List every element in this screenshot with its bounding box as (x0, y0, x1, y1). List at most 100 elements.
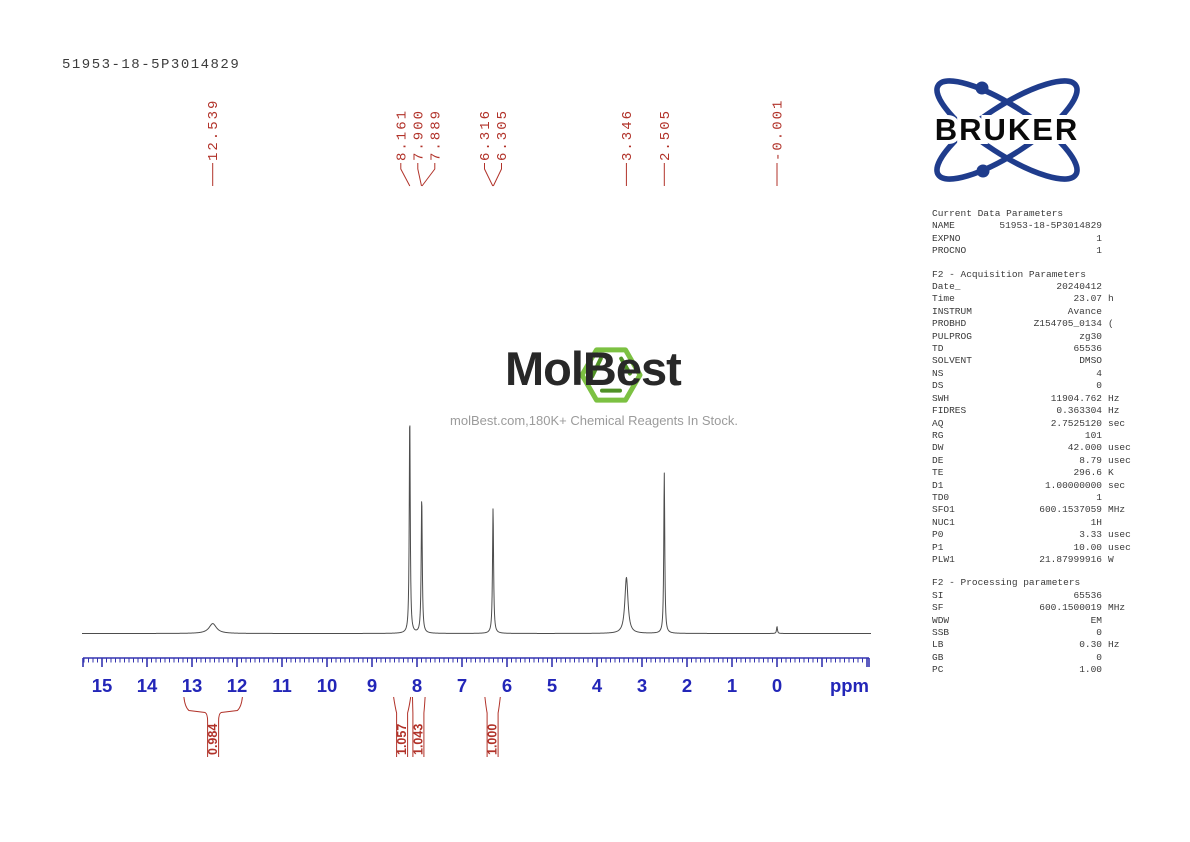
parameter-row: PULPROG zg30 (932, 331, 1144, 343)
parameter-value: 3.33 (1079, 529, 1102, 541)
parameter-label: DE (932, 454, 944, 466)
axis-tick-label: 6 (502, 675, 512, 696)
parameter-section-title: Current Data Parameters (932, 208, 1064, 219)
parameter-row: NAME 51953-18-5P3014829 (932, 220, 1144, 232)
peak-connector-line (417, 163, 422, 187)
parameter-label: P1 (932, 541, 944, 553)
parameter-row: NS 4 (932, 368, 1144, 380)
parameter-row: PROBHD Z154705_0134 ( (932, 318, 1144, 330)
bruker-orbit-dot (976, 164, 990, 178)
parameter-unit: Hz (1108, 392, 1120, 404)
parameter-label: PROCNO (932, 245, 967, 257)
axis-tick-label: 5 (547, 675, 557, 696)
parameter-unit: usec (1108, 442, 1131, 454)
parameter-unit (1102, 343, 1144, 355)
parameter-label: WDW (932, 614, 950, 626)
parameter-row: PROCNO 1 (932, 245, 1144, 257)
integral-value: 1.000 (486, 724, 500, 755)
parameter-label: NAME (932, 220, 955, 232)
parameter-value: 1 (1096, 232, 1102, 244)
parameter-label: TD (932, 343, 944, 355)
molbest-hexagon-icon (579, 347, 643, 403)
integral-bracket (393, 696, 398, 757)
integral-value: 1.057 (395, 724, 409, 755)
axis-tick-label: 15 (92, 675, 113, 696)
axis-tick-label: 0 (772, 675, 782, 696)
parameter-unit (1102, 220, 1144, 232)
parameter-unit (1102, 627, 1144, 639)
integral-bracket (407, 696, 412, 757)
peak-connector-line (492, 163, 502, 187)
benzene-ring-outline (579, 347, 643, 403)
parameter-section: F2 - Processing parameters SI 65536 SF 600.1… (932, 577, 1144, 676)
parameter-label: DW (932, 442, 944, 454)
integral-bracket (218, 696, 243, 757)
molbest-logo-text: MolBest (505, 342, 682, 395)
parameter-label: SI (932, 589, 944, 601)
parameter-value: 10.00 (1073, 541, 1102, 553)
parameter-row: P1 10.00 usec (932, 542, 1144, 554)
parameter-value: 8.79 (1079, 454, 1102, 466)
parameter-unit (1102, 615, 1144, 627)
peak-shift-label: 7.889 (428, 109, 444, 161)
peak-shift-label: 2.505 (658, 109, 674, 161)
parameter-unit: ( (1108, 318, 1114, 330)
parameter-row: SWH 11904.762 Hz (932, 393, 1144, 405)
parameter-unit (1102, 368, 1144, 380)
parameter-unit: MHz (1108, 504, 1126, 516)
parameter-unit: h (1108, 293, 1114, 305)
parameter-value: 4 (1096, 367, 1102, 379)
parameter-unit (1102, 380, 1144, 392)
peak-shift-label: -0.001 (771, 99, 787, 161)
benzene-bond (590, 356, 603, 379)
parameter-value: 600.1537059 (1039, 504, 1102, 516)
peak-shift-label: 8.161 (394, 109, 410, 161)
parameter-label: INSTRUM (932, 305, 972, 317)
parameters-panel: Current Data Parameters NAME 51953-18-5P30… (932, 208, 1144, 688)
bruker-orbit-ellipse (934, 78, 1080, 182)
parameter-row: EXPNO 1 (932, 233, 1144, 245)
axis-tick-label: 1 (727, 675, 737, 696)
parameter-label: RG (932, 429, 944, 441)
parameter-label: D1 (932, 479, 944, 491)
parameter-unit (1102, 492, 1144, 504)
peak-shift-label: 12.539 (206, 99, 222, 161)
bruker-logo-text: BRUKER (935, 112, 1080, 147)
parameter-row: SSB 0 (932, 627, 1144, 639)
parameter-label: LB (932, 639, 944, 651)
parameter-value: zg30 (1079, 330, 1102, 342)
parameter-value: 296.6 (1073, 467, 1102, 479)
benzene-bond (619, 356, 632, 376)
parameter-value: 11904.762 (1050, 392, 1102, 404)
parameter-label: SSB (932, 627, 950, 638)
parameter-row: TD0 1 (932, 492, 1144, 504)
parameter-value: 0 (1096, 380, 1102, 392)
parameter-label: NS (932, 367, 944, 379)
parameter-value: 1H (1090, 516, 1102, 528)
parameter-value: 21.87999916 (1039, 553, 1102, 565)
parameter-label: EXPNO (932, 232, 961, 244)
parameter-row: Time 23.07 h (932, 293, 1144, 305)
parameter-unit (1102, 355, 1144, 367)
parameter-value: 1 (1096, 491, 1102, 503)
parameter-value: 51953-18-5P3014829 (999, 220, 1102, 232)
parameter-label: DS (932, 380, 944, 392)
parameter-value: 1.00 (1079, 664, 1102, 676)
parameter-row: TD 65536 (932, 343, 1144, 355)
parameter-value: 0 (1096, 627, 1102, 638)
parameter-unit: sec (1108, 417, 1126, 429)
parameter-row: AQ 2.7525120 sec (932, 418, 1144, 430)
parameter-value: 1.00000000 (1044, 479, 1102, 491)
peak-shift-label: 6.316 (478, 109, 494, 161)
bruker-orbit-ellipse (934, 78, 1080, 182)
integral-value: 0.984 (206, 724, 220, 755)
axis-tick-label: 14 (137, 675, 158, 696)
axis-tick-label: 9 (367, 675, 377, 696)
bruker-logo: BRUKER (931, 78, 1081, 182)
parameter-label: Time (932, 293, 955, 305)
parameter-label: SWH (932, 392, 950, 404)
peak-connector-line (484, 163, 494, 187)
parameter-unit (1102, 306, 1144, 318)
parameter-row: INSTRUM Avance (932, 306, 1144, 318)
